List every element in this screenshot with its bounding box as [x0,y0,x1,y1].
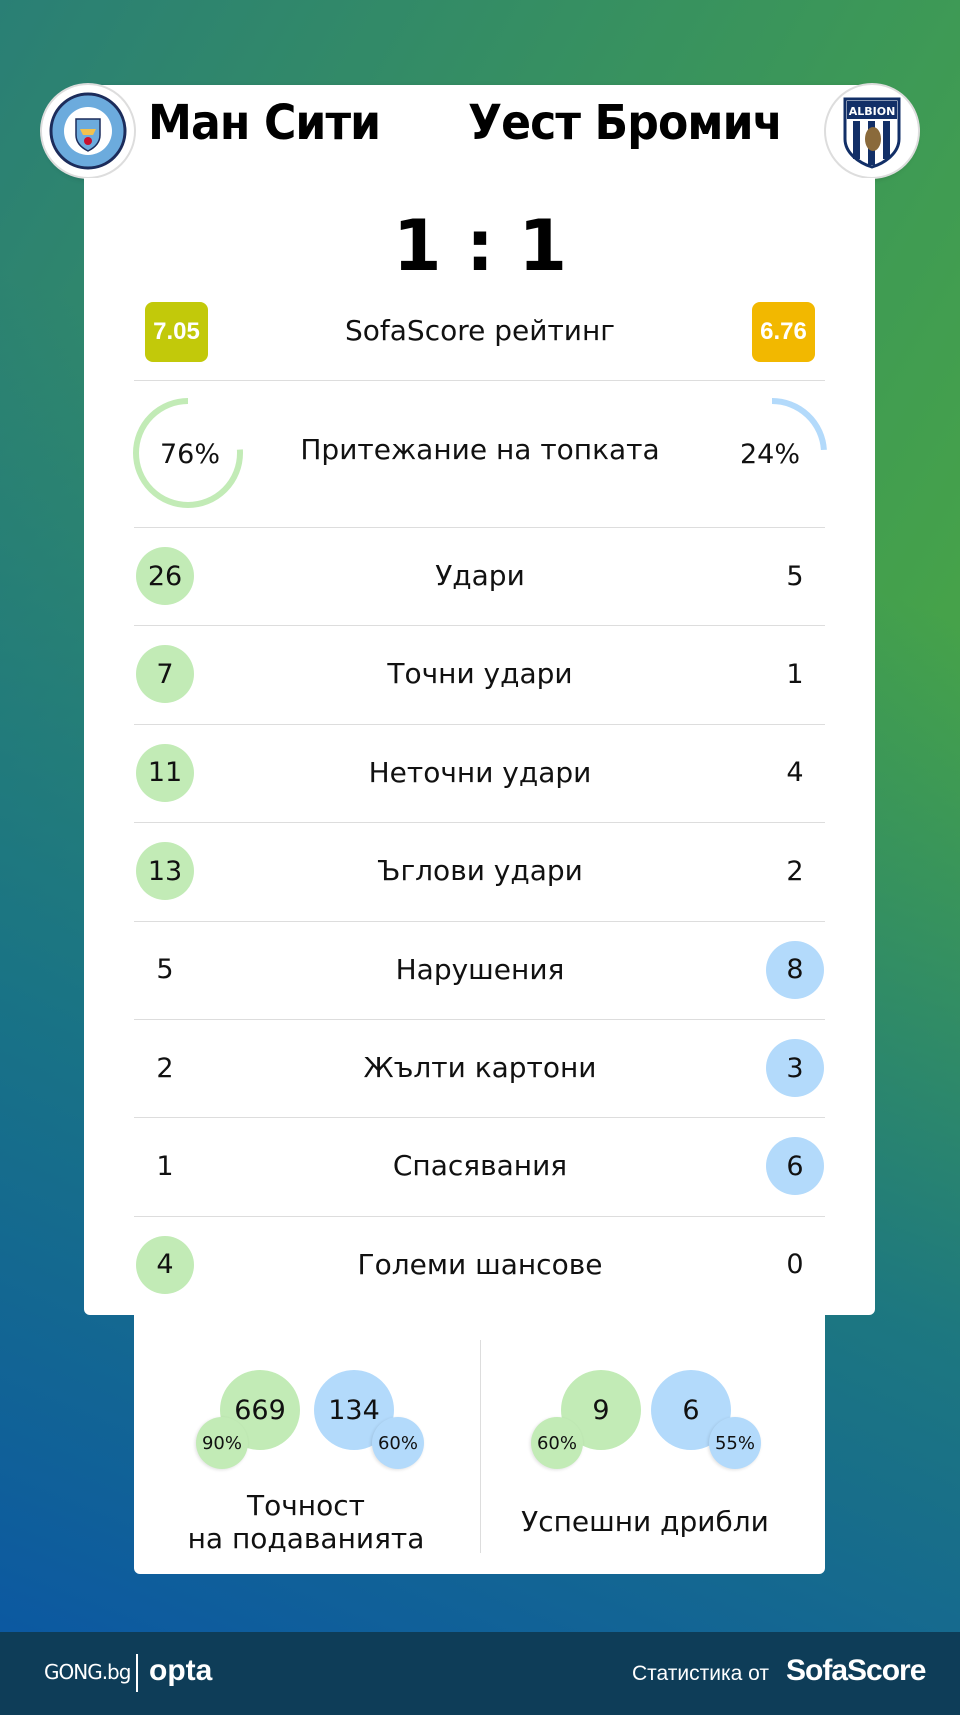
away-possession-ring [717,398,827,508]
stat-label: Жълти картони [363,1051,597,1084]
away-possession-value: 24% [740,438,801,470]
away-stat-value: 0 [786,1249,804,1281]
pass-accuracy-label: Точност на подаванията [156,1489,456,1555]
divider [134,1019,825,1020]
stat-label: Точни удари [387,657,573,691]
divider [480,1340,481,1553]
logo-separator [136,1654,138,1692]
match-header: Ман Сити Уест Бромич ALBION [40,83,920,179]
away-stat-value: 6 [766,1137,824,1196]
divider [134,1117,825,1119]
stats-card [84,178,875,1315]
home-team-name: Ман Сити [148,95,381,151]
home-stat-value: 1 [156,1150,174,1182]
divider [134,625,825,627]
home-rating-badge: 7.05 [145,302,208,362]
stat-label: Удари [435,559,525,592]
footer: GONG.bg opta Статистика от SofaScore [0,1632,960,1715]
sofascore-logo: SofaScore [786,1654,926,1687]
pass-accuracy-label-line1: Точност [247,1489,365,1522]
away-rating-badge: 6.76 [752,302,815,362]
away-team-logo: ALBION [824,83,920,179]
pass-accuracy-label-line2: на подаванията [187,1522,425,1555]
home-possession-value: 76% [160,438,221,470]
away-stat-value: 4 [786,757,804,789]
stat-label: Неточни удари [368,755,592,789]
away-stat-value: 5 [786,560,804,592]
gong-logo: GONG.bg [44,1660,131,1684]
bottom-card: 669 134 90% 60% Точност на подаванията 9… [134,1315,825,1574]
away-team-name: Уест Бромич [468,95,783,151]
away-dribbles-bubble: 6 [651,1370,731,1450]
stat-label: Ъглови удари [377,854,583,888]
stat-label: Спасявания [392,1149,568,1183]
divider [134,527,825,528]
away-possession-arc [717,398,827,508]
home-team-logo [40,83,136,179]
home-stat-value: 13 [136,842,194,901]
divider [134,380,825,381]
home-possession-arc [133,398,243,508]
home-stat-value: 5 [156,954,174,986]
svg-text:ALBION: ALBION [849,105,896,118]
home-stat-value: 2 [156,1052,174,1084]
home-stat-value: 7 [136,645,194,704]
stat-label: Нарушения [395,952,565,986]
home-stat-value: 26 [136,547,194,605]
away-pass-accuracy-bubble: 60% [372,1417,424,1469]
away-dribble-pct-bubble: 55% [709,1417,761,1469]
divider [134,1215,825,1217]
away-stat-value: 3 [766,1039,824,1097]
rating-label: SofaScore рейтинг [345,314,615,347]
opta-logo: opta [149,1654,213,1687]
divider [134,723,825,725]
home-stat-value: 11 [136,743,194,802]
home-pass-accuracy-bubble: 90% [196,1417,248,1469]
away-stat-value: 1 [786,658,804,690]
match-score: 1 : 1 [392,205,568,287]
away-stat-value: 8 [766,940,824,999]
home-stat-value: 4 [136,1235,194,1294]
stat-label: Големи шансове [357,1247,603,1281]
dribbles-label: Успешни дрибли [521,1505,769,1538]
possession-label: Притежание на топката [300,433,660,466]
home-dribble-pct-bubble: 60% [531,1417,583,1469]
home-possession-ring [133,398,243,508]
divider [134,920,825,922]
away-stat-value: 2 [786,855,804,887]
credit-text: Статистика от [632,1662,769,1685]
divider [134,822,825,824]
